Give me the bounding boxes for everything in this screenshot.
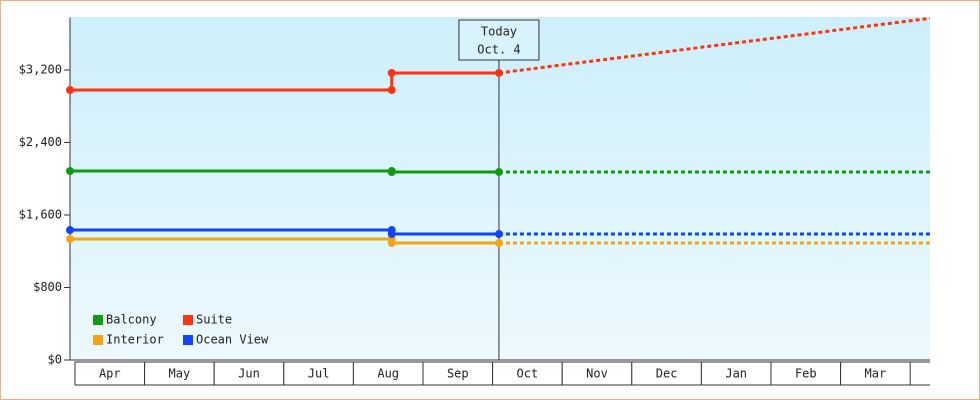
today-title: Today (481, 25, 517, 39)
legend-label: Ocean View (196, 333, 269, 347)
x-tick-label: Sep (447, 367, 469, 381)
point (494, 230, 503, 239)
x-tick-label: Mar (865, 367, 887, 381)
point (66, 235, 74, 244)
point (66, 226, 74, 235)
x-tick-label: Jun (238, 367, 260, 381)
point (66, 167, 74, 176)
point (494, 68, 503, 77)
point (387, 238, 396, 247)
today-box (458, 19, 540, 61)
y-tick-label: $3,200 (19, 62, 62, 76)
point (387, 230, 396, 239)
x-tick-label: Aug (377, 367, 399, 381)
point (494, 168, 503, 177)
month-cell (840, 361, 911, 386)
point (66, 85, 74, 94)
legend-swatch (93, 315, 103, 325)
x-tick-label: Apr (99, 367, 121, 381)
x-tick-label: Dec (656, 367, 678, 381)
point (387, 85, 396, 94)
month-cell-tail (910, 361, 930, 386)
legend-label: Suite (196, 313, 232, 327)
y-tick-label: $1,600 (19, 207, 62, 221)
x-tick-label: May (169, 367, 191, 381)
x-tick-label: Nov (586, 367, 608, 381)
series-line (70, 71, 499, 92)
series-line (70, 169, 499, 174)
point (387, 168, 396, 177)
legend-swatch (183, 315, 193, 325)
legend-label: Interior (106, 333, 164, 347)
plot-area (70, 17, 930, 360)
x-tick-label: Oct (517, 367, 539, 381)
x-tick-label: Jan (725, 367, 747, 381)
x-tick-label: Jul (308, 367, 330, 381)
y-tick-label: $800 (33, 280, 62, 294)
legend-swatch (183, 335, 193, 345)
legend-label: Balcony (106, 313, 157, 327)
y-tick-label: $0 (48, 353, 62, 367)
point (387, 68, 396, 77)
point (494, 238, 503, 247)
y-tick-label: $2,400 (19, 135, 62, 149)
forecast-line (498, 16, 931, 75)
x-tick-label: Feb (795, 367, 817, 381)
legend-swatch (93, 335, 103, 345)
today-date: Oct. 4 (477, 43, 520, 57)
